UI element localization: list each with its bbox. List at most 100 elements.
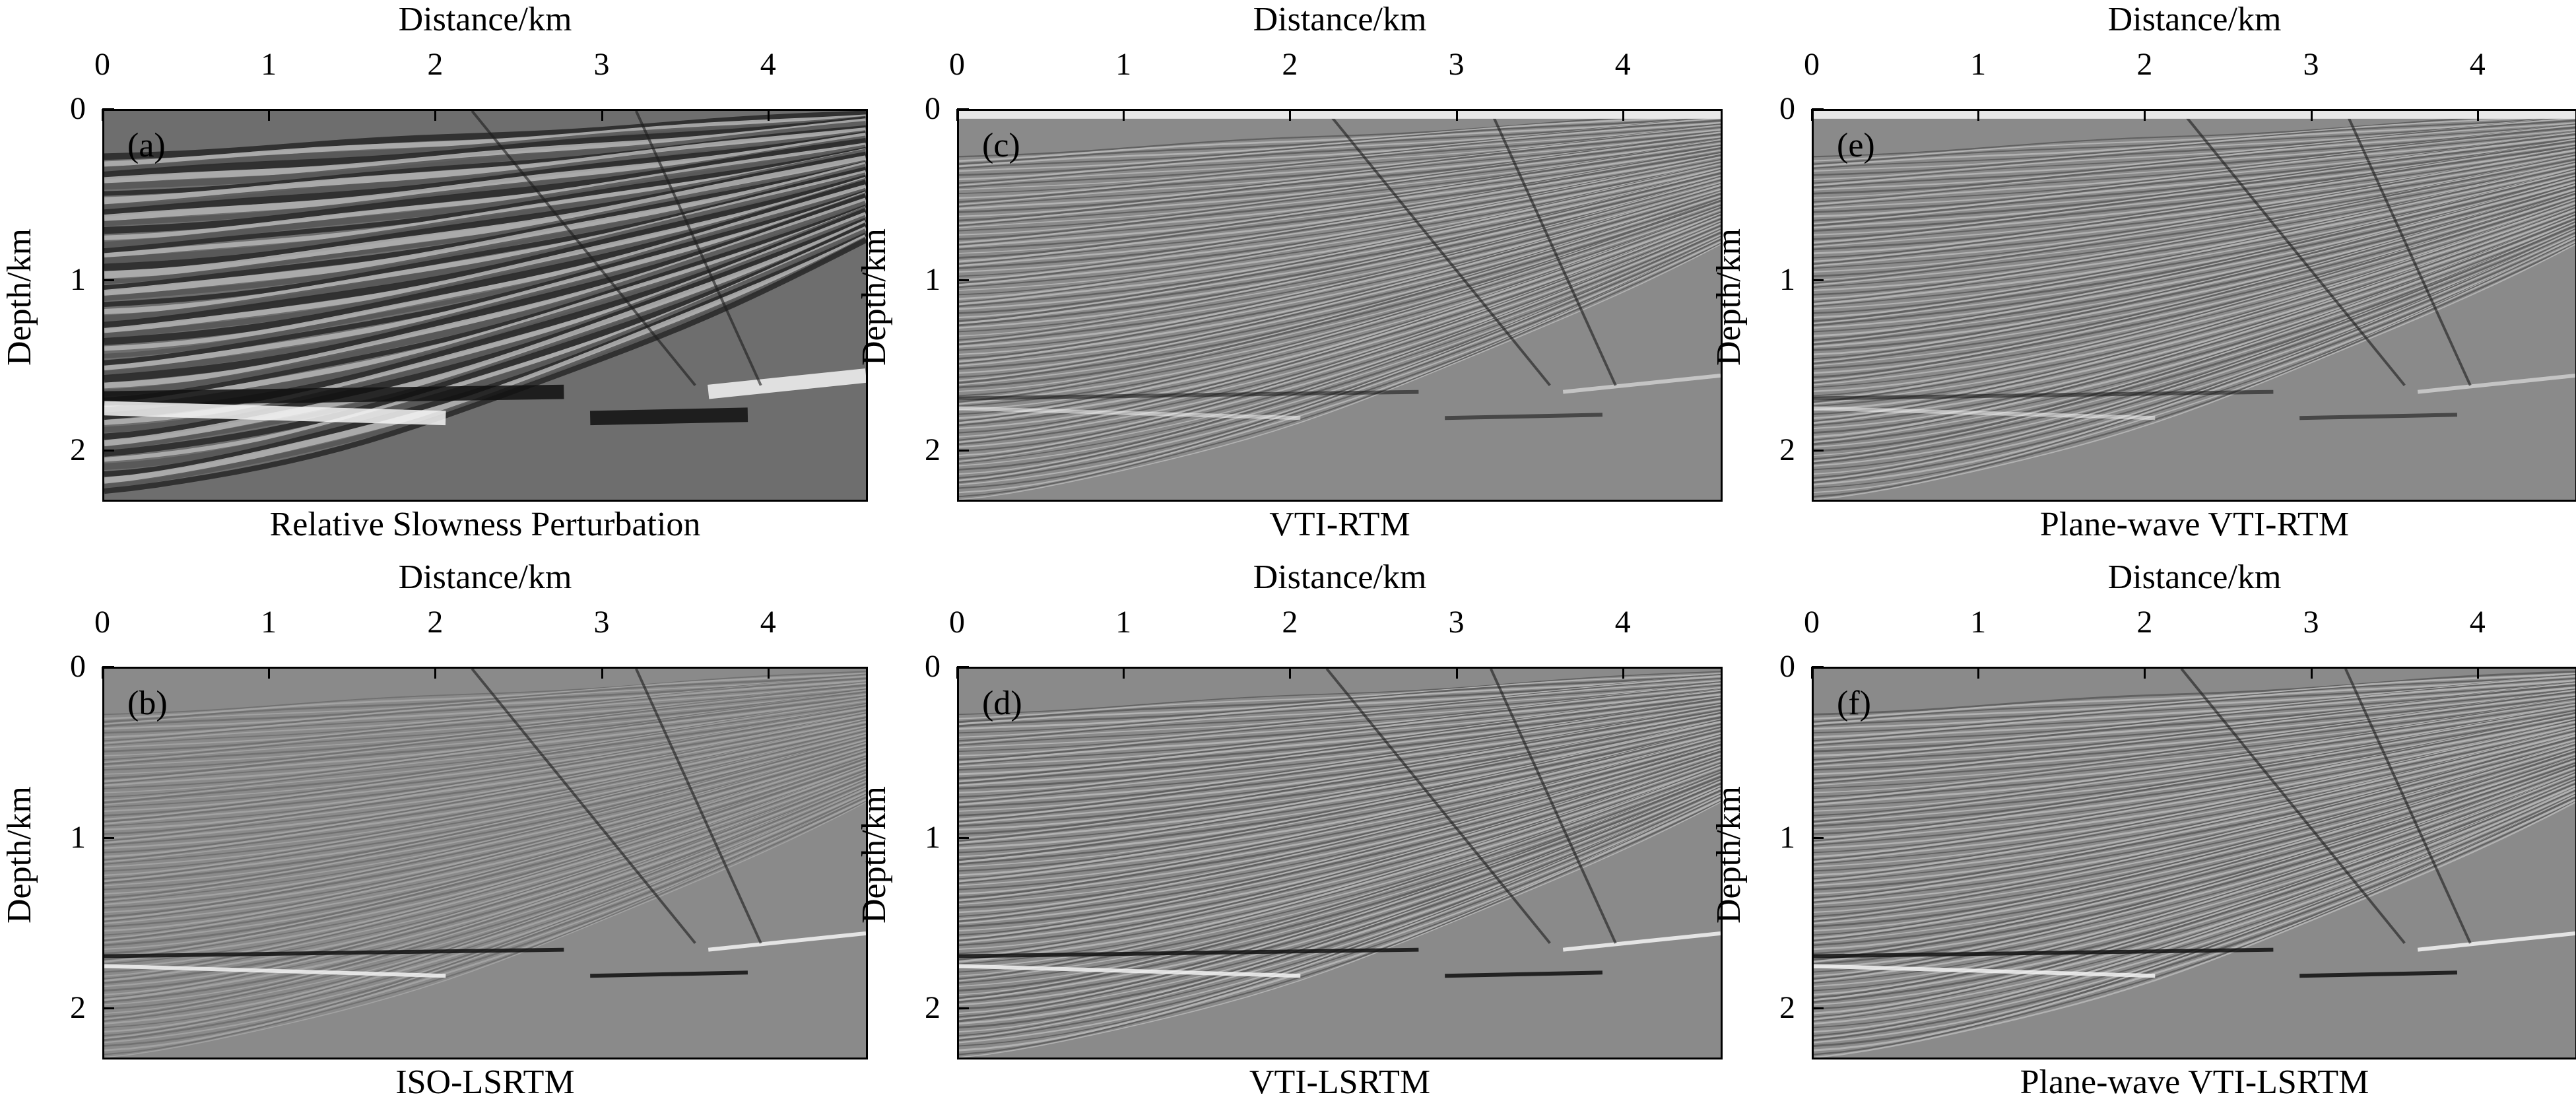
reflector (1814, 185, 2575, 351)
panel-caption: VTI-RTM (1269, 506, 1410, 543)
reflector (104, 114, 866, 167)
y-tick-mark (102, 108, 114, 110)
reflector (1814, 181, 2575, 337)
reflector (959, 221, 1721, 444)
reflector (1814, 785, 2575, 1015)
y-tick-mark (102, 450, 114, 452)
reflector (959, 156, 1721, 273)
reflector (1814, 684, 2575, 753)
fault-line (634, 669, 762, 944)
reflector (1814, 161, 2575, 286)
x-tick-label: 0 (949, 47, 965, 82)
x-tick-mark (601, 109, 603, 121)
reflector (959, 186, 1721, 351)
panel-a: Distance/km Depth/km (a) Relative Slowne… (0, 0, 868, 554)
reflector (1814, 691, 2575, 771)
reflector (1814, 191, 2575, 365)
x-axis-label: Distance/km (398, 558, 572, 596)
deep-reflector (959, 389, 1419, 401)
reflector (1814, 677, 2575, 734)
reflector (959, 166, 1721, 296)
reflector (1814, 205, 2575, 401)
reflector (1814, 723, 2575, 854)
deep-reflector (104, 401, 446, 426)
reflector (959, 191, 1721, 363)
x-tick-mark (767, 109, 770, 121)
reflector (959, 190, 1721, 360)
panel-f: Distance/km Depth/km (f) Plane-wave VTI-… (1709, 554, 2576, 1109)
surface-noise (1814, 111, 2575, 119)
y-tick-label: 0 (1779, 649, 1795, 684)
reflector (104, 191, 866, 372)
reflector (959, 726, 1721, 861)
y-tick-label: 0 (70, 649, 86, 684)
reflector (959, 228, 1721, 460)
reflector (959, 147, 1721, 251)
reflector (104, 691, 866, 771)
reflector (959, 786, 1721, 1020)
x-tick-label: 0 (1804, 605, 1820, 640)
reflector (959, 741, 1721, 902)
reflector (959, 153, 1721, 265)
reflector (959, 685, 1721, 753)
reflector (104, 707, 866, 812)
reflector (1814, 801, 2575, 1056)
panel-letter: (b) (127, 685, 168, 722)
reflector (959, 168, 1721, 303)
reflector (959, 730, 1721, 872)
reflector (959, 163, 1721, 291)
x-tick-mark (1811, 109, 1813, 121)
reflector (1814, 753, 2575, 932)
deep-reflector (1445, 413, 1602, 420)
reflector (1814, 703, 2575, 801)
reflector (959, 206, 1721, 403)
reflector (104, 763, 866, 958)
reflector (1814, 234, 2575, 475)
reflector (1814, 776, 2575, 991)
reflector (959, 725, 1721, 857)
reflector (1814, 791, 2575, 1033)
reflector (104, 762, 866, 955)
reflector (1814, 730, 2575, 872)
reflector (104, 694, 866, 775)
reflector (104, 733, 866, 880)
reflector (104, 143, 866, 240)
x-tick-label: 4 (1614, 605, 1631, 640)
reflector (1814, 160, 2575, 281)
x-tick-label: 1 (1970, 47, 1987, 82)
x-tick-mark (767, 667, 770, 679)
reflector (959, 680, 1721, 738)
reflector (104, 704, 866, 805)
reflector (1814, 689, 2575, 765)
reflector (959, 131, 1721, 205)
reflector (959, 764, 1721, 960)
reflector (104, 801, 866, 1056)
panel-caption: Plane-wave VTI-RTM (2039, 506, 2350, 543)
reflector (104, 764, 866, 963)
reflector (104, 714, 866, 831)
reflector (104, 749, 866, 921)
panel-b: Distance/km Depth/km (b) ISO-LSRTM 0 1 2 3 4… (0, 554, 868, 1109)
reflector (1814, 763, 2575, 958)
reflector (1814, 221, 2575, 443)
reflector (1814, 116, 2575, 165)
x-axis-label: Distance/km (2107, 1, 2282, 38)
reflector (1814, 113, 2575, 158)
reflector (959, 224, 1721, 452)
reflector (959, 681, 1721, 742)
reflector (959, 146, 1721, 244)
reflector (959, 778, 1721, 1001)
fault-line (1325, 669, 1551, 945)
reflector (1814, 670, 2575, 716)
fault-line (1325, 111, 1551, 387)
reflector (1814, 202, 2575, 393)
reflector (1814, 707, 2575, 812)
reflector (104, 743, 866, 909)
reflector (959, 213, 1721, 420)
reflector (959, 782, 1721, 1010)
reflector (959, 234, 1721, 475)
reflector (104, 187, 866, 358)
reflector (104, 711, 866, 824)
reflector (1814, 188, 2575, 356)
x-tick-mark (2476, 109, 2479, 121)
